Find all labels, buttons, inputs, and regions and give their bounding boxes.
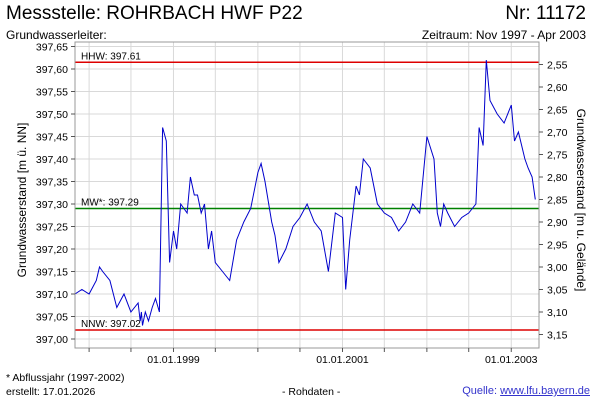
grid-lines: [75, 42, 539, 348]
raw-data-note: - Rohdaten -: [282, 386, 341, 398]
y-tick-label: 397,55: [36, 87, 68, 99]
source-label: Quelle:: [462, 385, 501, 397]
y-tick-label: 397,10: [36, 289, 68, 301]
x-tick-label: 01.01.2001: [316, 354, 369, 366]
y-axis-label: Grundwasserstand [m ü. NN]: [15, 123, 29, 278]
y-tick-label: 397,05: [36, 312, 68, 324]
created-date: erstellt: 17.01.2026: [6, 386, 96, 398]
y-tick-label: 397,25: [36, 222, 68, 234]
y-tick-label: 397,35: [36, 177, 68, 189]
y-tick-label: 397,50: [36, 109, 68, 121]
x-tick-label: 01.01.1999: [147, 354, 200, 366]
y2-tick-label: 2,80: [547, 172, 568, 184]
y-tick-label: 397,00: [36, 334, 68, 346]
y2-tick-label: 2,60: [547, 82, 568, 94]
groundwater-level-series: [74, 59, 536, 326]
source-link[interactable]: www.lfu.bayern.de: [500, 385, 590, 397]
source-credit: Quelle: www.lfu.bayern.de: [462, 385, 590, 397]
y2-axis-label: Grundwasserstand [m u. Gelände]: [574, 109, 588, 292]
time-period: Zeitraum: Nov 1997 - Apr 2003: [421, 28, 586, 42]
y-axis-right: 2,55 2,60 2,65 2,70 2,75 2,80 2,85 2,90 2,95 3,00…: [539, 60, 568, 342]
y-tick-label: 397,60: [36, 64, 68, 76]
plot-frame: [74, 41, 540, 349]
y2-tick-label: 3,00: [547, 262, 568, 274]
reference-label: NNW: 397.02: [81, 319, 141, 330]
y2-tick-label: 2,75: [547, 150, 568, 162]
y-tick-label: 397,30: [36, 199, 68, 211]
x-tick-label: 01.01.2003: [485, 354, 538, 366]
y-tick-label: 397,65: [36, 42, 68, 54]
aquifer-label: Grundwasserleiter:: [6, 28, 107, 42]
y2-tick-label: 2,85: [547, 195, 568, 207]
y2-tick-label: 2,70: [547, 127, 568, 139]
reference-label: HHW: 397.61: [81, 51, 141, 62]
y2-tick-label: 2,90: [547, 217, 568, 229]
y2-tick-label: 3,15: [547, 330, 568, 342]
y2-tick-label: 2,65: [547, 105, 568, 117]
y2-tick-label: 3,05: [547, 285, 568, 297]
y-tick-label: 397,45: [36, 132, 68, 144]
y-tick-label: 397,40: [36, 154, 68, 166]
x-axis: 01.01.1999 01.01.2001 01.01.2003: [88, 348, 538, 366]
reference-label: MW*: 397.29: [81, 198, 139, 209]
station-title: Messstelle: ROHRBACH HWF P22: [6, 3, 303, 24]
reference-lines: HHW: 397.61 MW*: 397.29 NNW: 397.02: [75, 51, 539, 331]
y-tick-label: 397,20: [36, 244, 68, 256]
y-axis-left: 397,00 397,05 397,10 397,15 397,20 397,25 397,…: [36, 42, 75, 346]
y-tick-label: 397,15: [36, 267, 68, 279]
y2-tick-label: 2,55: [547, 60, 568, 72]
footnote: * Abflussjahr (1997-2002): [6, 372, 125, 384]
station-number: Nr: 11172: [505, 3, 586, 24]
y2-tick-label: 3,10: [547, 307, 568, 319]
y2-tick-label: 2,95: [547, 240, 568, 252]
